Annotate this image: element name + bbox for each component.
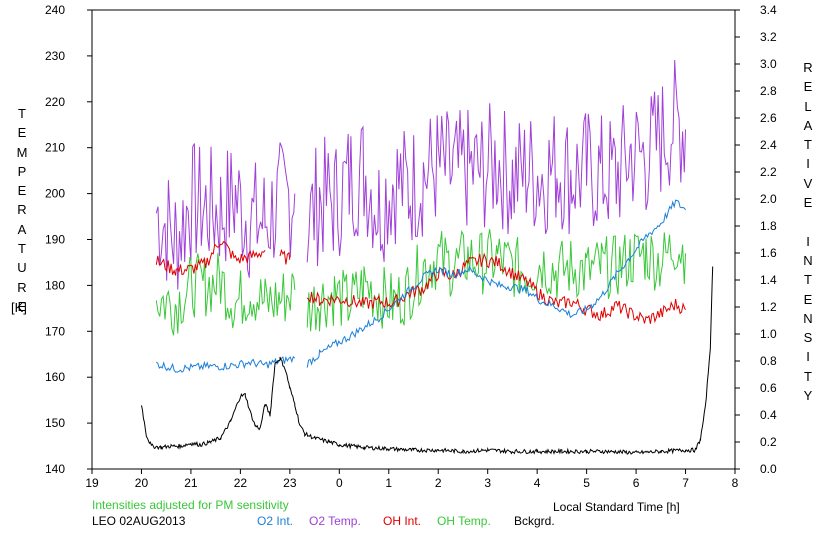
y-right-tick-label: 0.6 — [760, 381, 777, 395]
x-tick-label: 20 — [135, 476, 149, 490]
y-right-tick-label: 2.8 — [760, 84, 777, 98]
series-line-o2-temp — [306, 59, 686, 267]
axis-label-letter: V — [803, 175, 813, 191]
series-line-o2-int — [306, 199, 686, 368]
axis-label-letter: T — [804, 137, 812, 153]
axis-label-letter: R — [17, 202, 27, 218]
axis-label-letter: E — [803, 79, 813, 95]
legend-entry: O2 Temp. — [309, 514, 361, 528]
x-tick-label: 4 — [534, 476, 541, 490]
x-tick-label: 2 — [435, 476, 442, 490]
y-left-tick-label: 150 — [45, 416, 65, 430]
axis-label-letter: E — [17, 183, 27, 199]
y-left-tick-label: 140 — [45, 462, 65, 476]
y-right-tick-label: 1.0 — [760, 327, 777, 341]
sensitivity-note: Intensities adjusted for PM sensitivity — [92, 498, 289, 512]
y-right-tick-label: 2.0 — [760, 192, 777, 206]
y-left-tick-label: 180 — [45, 278, 65, 292]
axis-label-letter: R — [803, 60, 813, 75]
y-right-tick-label: 0.0 — [760, 462, 777, 476]
axis-label-letter: M — [16, 144, 28, 160]
series-line-o2-int — [155, 355, 296, 373]
y-left-tick-label: 200 — [45, 187, 65, 201]
axis-label-letter: E — [17, 125, 27, 141]
station-date: LEO 02AUG2013 — [92, 514, 186, 528]
axis-label-letter: E — [803, 195, 813, 211]
y-left-tick-label: 170 — [45, 324, 65, 338]
y-left-tick-label: 190 — [45, 233, 65, 247]
axis-label-letter: S — [803, 330, 813, 346]
axis-layer: 19 20 21 22 23 0 1 2 3 4 5 6 7 8140150160170180190200… — [45, 3, 777, 490]
series-line-o2-temp — [155, 142, 296, 290]
axis-label-letter: T — [804, 272, 812, 288]
y-right-tick-label: 3.0 — [760, 57, 777, 71]
y-right-tick-label: 1.6 — [760, 246, 777, 260]
x-tick-label: 0 — [336, 476, 343, 490]
series-line-oh-temp — [306, 229, 686, 332]
axis-label-letter: N — [803, 310, 813, 326]
y-right-tick-label: 0.2 — [760, 435, 777, 449]
axis-label-letter: T — [18, 241, 26, 257]
y-right-tick-label: 0.8 — [760, 354, 777, 368]
axis-label-letter: P — [17, 163, 27, 179]
y-left-tick-label: 240 — [45, 3, 65, 17]
y-right-tick-label: 3.2 — [760, 30, 777, 44]
x-tick-label: 23 — [283, 476, 297, 490]
x-tick-label: 1 — [385, 476, 392, 490]
series-line-oh-int — [155, 240, 266, 276]
x-axis-label: Local Standard Time [h] — [553, 500, 680, 514]
axis-label-letter: I — [806, 233, 810, 249]
y-left-tick-label: 210 — [45, 141, 65, 155]
series-layer — [141, 59, 714, 455]
y-right-tick-label: 1.2 — [760, 300, 777, 314]
series-line-oh-int — [306, 252, 686, 324]
x-tick-label: 19 — [85, 476, 99, 490]
y-right-tick-label: 3.4 — [760, 3, 777, 17]
legend-entry: O2 Int. — [257, 514, 294, 528]
axis-label-letter — [798, 212, 818, 231]
axis-label-letter: T — [18, 106, 26, 121]
y-left-tick-label: 160 — [45, 370, 65, 384]
x-tick-label: 6 — [633, 476, 640, 490]
axis-label-letter: A — [803, 117, 813, 133]
series-line-oh-temp — [155, 252, 296, 336]
x-tick-label: 22 — [234, 476, 248, 490]
y-right-tick-label: 1.8 — [760, 219, 777, 233]
y-right-tick-label: 2.4 — [760, 138, 777, 152]
axis-label-letter: I — [806, 349, 810, 365]
y-right-tick-label: 2.2 — [760, 165, 777, 179]
y-right-tick-label: 0.4 — [760, 408, 777, 422]
axis-label-letter: U — [17, 260, 27, 276]
axis-label-letter: N — [803, 252, 813, 268]
axis-label-letter: T — [804, 368, 812, 384]
y-left-tick-label: 220 — [45, 95, 65, 109]
axis-label-letter: A — [17, 221, 27, 237]
y-axis-unit-left: [K] — [11, 300, 27, 315]
x-tick-label: 5 — [583, 476, 590, 490]
axis-label-letter: L — [804, 98, 812, 114]
legend-entry: OH Int. — [383, 514, 422, 528]
legend-entry: Bckgrd. — [514, 514, 555, 528]
axis-label-letter: R — [17, 279, 27, 295]
axis-label-letter: I — [806, 156, 810, 172]
y-left-tick-label: 230 — [45, 49, 65, 63]
legend-entry: OH Temp. — [437, 514, 491, 528]
x-tick-label: 21 — [184, 476, 198, 490]
y-right-tick-label: 1.4 — [760, 273, 777, 287]
axis-label-letter: E — [803, 291, 813, 307]
x-tick-label: 8 — [732, 476, 739, 490]
axis-label-letter: Y — [803, 388, 813, 404]
y-right-tick-label: 2.6 — [760, 111, 777, 125]
series-line-bckgrd — [141, 266, 714, 455]
x-tick-label: 7 — [682, 476, 689, 490]
axis-label-letter: E — [17, 298, 27, 314]
x-tick-label: 3 — [484, 476, 491, 490]
series-line-oh-int — [279, 248, 291, 265]
